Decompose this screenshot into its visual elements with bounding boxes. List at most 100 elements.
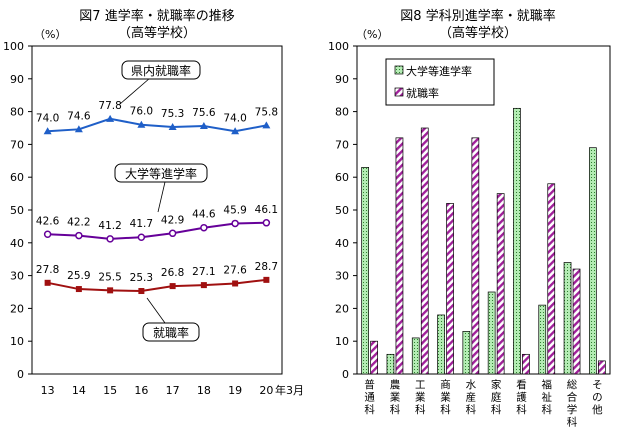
series-line-0 (47, 117, 267, 133)
x-tick-label: 工業科 (415, 379, 426, 416)
y-tick-label: 30 (10, 270, 24, 283)
data-label: 46.1 (255, 204, 278, 216)
chart1-data-labels: 74.0 74.6 77.8 76.0 75.3 75.6 74.0 75.8 42.6 42.2… (36, 100, 278, 284)
bar-university-rate (563, 262, 572, 375)
chart1-x-axis: 13 14 15 16 17 18 19 20 (41, 384, 274, 397)
y-tick-label: 0 (17, 368, 24, 381)
chart1-x-unit: 年3月 (275, 383, 304, 397)
data-label: 28.7 (255, 261, 278, 273)
data-point (231, 219, 239, 228)
y-tick-label: 40 (10, 237, 24, 250)
x-tick-label: 16 (134, 384, 148, 397)
bar-university-rate (361, 167, 369, 375)
y-tick-label: 40 (335, 237, 349, 250)
callout-label-employment-rate: 就職率 (153, 325, 189, 340)
x-tick-label: 15 (103, 384, 117, 397)
data-label: 44.6 (192, 209, 216, 221)
data-label: 75.8 (255, 106, 278, 118)
bar-employment-rate (471, 137, 480, 375)
bar-employment-rate (446, 203, 454, 375)
bar-university-rate (513, 107, 521, 375)
chart1-subtitle: （高等学校） (118, 25, 196, 41)
bar-university-rate (538, 304, 547, 375)
chart2-x-axis: 普通科 農業科 工業科 商業科 水産科 家庭科 看護科 福祉科 総合学科 その他 (364, 378, 603, 429)
data-point (168, 229, 177, 238)
callout-label-prefectural-employment: 県内就職率 (131, 63, 191, 78)
bar-chart: 図8 学科別進学率・就職率 （高等学校） （%） 0 10 20 30 40 50 60 70… (328, 8, 611, 429)
bar-university-rate (437, 314, 445, 375)
legend-swatch-university-rate (394, 65, 404, 75)
chart2-subtitle: （高等学校） (439, 25, 517, 41)
x-tick-label: 商業科 (440, 378, 451, 416)
chart2-title: 図8 学科別進学率・就職率 (400, 8, 555, 24)
data-point (74, 125, 83, 133)
data-point (43, 230, 52, 239)
x-tick-label: 普通科 (364, 378, 375, 416)
data-point (199, 122, 208, 130)
data-label: 25.5 (98, 271, 121, 283)
x-tick-label: 13 (41, 384, 55, 397)
y-tick-label: 80 (10, 106, 24, 119)
bar-employment-rate (496, 193, 505, 375)
bar-employment-rate (547, 183, 556, 375)
data-label: 27.6 (223, 264, 247, 276)
y-tick-label: 10 (10, 335, 24, 348)
series-line-2 (47, 278, 267, 293)
y-tick-label: 20 (10, 302, 24, 315)
y-tick-label: 60 (335, 171, 349, 184)
bar-university-rate (462, 331, 471, 375)
x-tick-label: 20 (259, 384, 273, 397)
bar-university-rate (588, 147, 597, 375)
data-point (263, 276, 270, 283)
y-tick-label: 0 (342, 368, 349, 381)
x-tick-label: 14 (72, 384, 86, 397)
data-point (106, 235, 114, 243)
chart1-series-lines (47, 117, 267, 293)
legend-label-employment-rate: 就職率 (406, 86, 439, 100)
y-tick-label: 70 (10, 138, 24, 151)
chart1-series-markers (43, 114, 271, 295)
y-tick-label: 30 (335, 270, 349, 283)
data-label: 41.7 (130, 218, 153, 230)
callout-prefectural-employment: 県内就職率 (119, 60, 201, 105)
data-label: 27.1 (192, 266, 215, 278)
chart2-bars (361, 107, 606, 375)
data-label: 42.2 (67, 217, 90, 229)
x-tick-label: その他 (592, 379, 603, 416)
y-tick-label: 10 (335, 335, 349, 348)
callout-label-university-rate: 大学等進学率 (125, 166, 197, 181)
data-point (232, 280, 239, 287)
chart1-y-unit: （%） (34, 28, 66, 41)
data-point (262, 121, 271, 129)
data-point (138, 288, 145, 295)
x-tick-label: 水産科 (466, 379, 477, 416)
series-line-1 (47, 221, 267, 240)
data-point (137, 233, 146, 241)
data-label: 42.9 (161, 214, 184, 226)
bar-employment-rate (420, 127, 429, 375)
data-label: 41.2 (98, 220, 121, 232)
y-tick-label: 100 (3, 40, 24, 53)
data-point (75, 286, 82, 293)
bar-employment-rate (370, 340, 378, 375)
chart2-y-unit: （%） (356, 28, 388, 41)
y-tick-label: 50 (335, 204, 349, 217)
bar-employment-rate (597, 360, 606, 375)
data-label: 45.9 (223, 204, 246, 216)
x-tick-label: 看護科 (516, 378, 527, 416)
data-label: 26.8 (161, 267, 184, 279)
data-point (44, 279, 51, 286)
chart2-y-axis: 0 10 20 30 40 50 60 70 80 90 100 (328, 40, 357, 381)
data-label: 75.6 (192, 107, 216, 119)
y-tick-label: 60 (10, 171, 24, 184)
data-point (262, 219, 271, 227)
data-point (43, 127, 52, 135)
data-label: 25.3 (130, 272, 153, 284)
data-point (106, 114, 115, 122)
y-tick-label: 100 (328, 40, 349, 53)
chart2-legend: 大学等進学率 就職率 (385, 58, 495, 106)
line-chart: 図7 進学率・就職率の推移 （高等学校） （%） 年3月 0 10 20 30 40 50… (3, 8, 304, 397)
data-point (169, 283, 176, 290)
data-label: 77.8 (98, 100, 121, 112)
